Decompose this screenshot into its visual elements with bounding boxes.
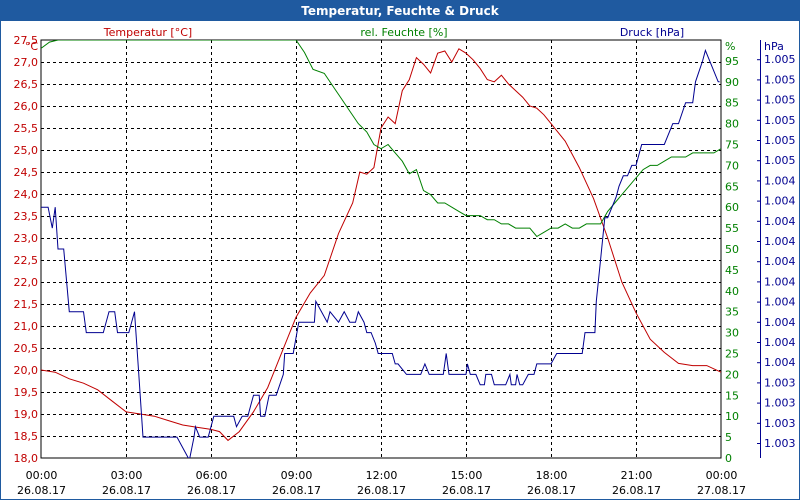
x-tick-date: 26.08.17 [442, 484, 491, 497]
temperature-tick-label: 26,0 [14, 100, 39, 113]
humidity-tick-label: 0 [725, 452, 732, 465]
pressure-tick-label: 1.005 [764, 53, 796, 66]
pressure-tick-label: 1.003 [764, 376, 796, 389]
humidity-tick-label: 10 [725, 410, 739, 423]
temperature-tick-label: 27,0 [14, 56, 39, 69]
humidity-tick-label: 80 [725, 118, 739, 131]
pressure-tick-label: 1.004 [764, 275, 796, 288]
temperature-tick-label: 22,0 [14, 276, 39, 289]
temperature-tick-label: 18,0 [14, 452, 39, 465]
x-tick-date: 26.08.17 [187, 484, 236, 497]
humidity-unit: % [725, 40, 735, 53]
humidity-tick-label: 30 [725, 327, 739, 340]
humidity-tick-label: 75 [725, 139, 739, 152]
temperature-tick-label: 21,5 [14, 298, 39, 311]
series-line-temperature [41, 48, 721, 442]
pressure-tick-label: 1.004 [764, 174, 796, 187]
temperature-tick-label: 27,5 [14, 34, 39, 47]
temperature-tick-label: 23,5 [14, 210, 39, 223]
pressure-tick-label: 1.004 [764, 356, 796, 369]
humidity-tick-label: 20 [725, 368, 739, 381]
temperature-tick-label: 19,5 [14, 386, 39, 399]
pressure-tick-label: 1.004 [764, 215, 796, 228]
series-line-pressure [41, 48, 720, 458]
x-tick-time: 06:00 [196, 469, 228, 482]
humidity-tick-label: 35 [725, 306, 739, 319]
temperature-axis-label: Temperatur [°C] [103, 26, 192, 39]
x-tick-date: 26.08.17 [527, 484, 576, 497]
humidity-tick-label: 5 [725, 431, 732, 444]
humidity-tick-label: 90 [725, 76, 739, 89]
temperature-tick-label: 23,0 [14, 232, 39, 245]
humidity-tick-label: 60 [725, 201, 739, 214]
x-tick-time: 00:00 [706, 469, 738, 482]
x-tick-time: 09:00 [281, 469, 313, 482]
pressure-axis-label: Druck [hPa] [620, 26, 684, 39]
pressure-tick-label: 1.005 [764, 154, 796, 167]
pressure-tick-label: 1.004 [764, 195, 796, 208]
temperature-tick-label: 18,5 [14, 430, 39, 443]
x-tick-date: 26.08.17 [102, 484, 151, 497]
temperature-tick-label: 24,0 [14, 188, 39, 201]
series-line-humidity [41, 40, 721, 238]
x-tick-time: 00:00 [26, 469, 58, 482]
x-tick-time: 12:00 [366, 469, 398, 482]
x-tick-date: 26.08.17 [612, 484, 661, 497]
temperature-tick-label: 20,5 [14, 342, 39, 355]
humidity-tick-label: 25 [725, 348, 739, 361]
x-tick-date: 26.08.17 [357, 484, 406, 497]
pressure-tick-label: 1.003 [764, 417, 796, 430]
pressure-tick-label: 1.004 [764, 235, 796, 248]
window-title: Temperatur, Feuchte & Druck [1, 1, 799, 21]
pressure-tick-label: 1.005 [764, 94, 796, 107]
pressure-tick-label: 1.003 [764, 397, 796, 410]
pressure-tick-label: 1.004 [764, 316, 796, 329]
temperature-tick-label: 24,5 [14, 166, 39, 179]
pressure-unit: hPa [764, 40, 784, 53]
x-tick-time: 18:00 [536, 469, 568, 482]
x-tick-date: 26.08.17 [17, 484, 66, 497]
humidity-tick-label: 55 [725, 222, 739, 235]
humidity-tick-label: 85 [725, 97, 739, 110]
humidity-tick-label: 45 [725, 264, 739, 277]
pressure-tick-label: 1.005 [764, 73, 796, 86]
humidity-tick-label: 95 [725, 55, 739, 68]
pressure-tick-label: 1.004 [764, 296, 796, 309]
x-tick-date: 26.08.17 [272, 484, 321, 497]
humidity-axis-label: rel. Feuchte [%] [360, 26, 447, 39]
pressure-tick-label: 1.005 [764, 114, 796, 127]
humidity-tick-label: 70 [725, 159, 739, 172]
pressure-tick-label: 1.003 [764, 437, 796, 450]
x-tick-time: 03:00 [111, 469, 143, 482]
x-tick-time: 21:00 [621, 469, 653, 482]
humidity-tick-label: 50 [725, 243, 739, 256]
humidity-tick-label: 40 [725, 285, 739, 298]
temperature-tick-label: 21,0 [14, 320, 39, 333]
temperature-tick-label: 20,0 [14, 364, 39, 377]
x-tick-time: 15:00 [451, 469, 483, 482]
temperature-tick-label: 26,5 [14, 78, 39, 91]
x-tick-date: 27.08.17 [697, 484, 746, 497]
temperature-tick-label: 22,5 [14, 254, 39, 267]
pressure-tick-label: 1.004 [764, 336, 796, 349]
pressure-tick-label: 1.004 [764, 255, 796, 268]
temperature-tick-label: 25,5 [14, 122, 39, 135]
temperature-unit: °C [25, 40, 39, 53]
humidity-tick-label: 65 [725, 180, 739, 193]
humidity-tick-label: 15 [725, 389, 739, 402]
temperature-tick-label: 19,0 [14, 408, 39, 421]
temperature-tick-label: 25,0 [14, 144, 39, 157]
pressure-tick-label: 1.005 [764, 134, 796, 147]
